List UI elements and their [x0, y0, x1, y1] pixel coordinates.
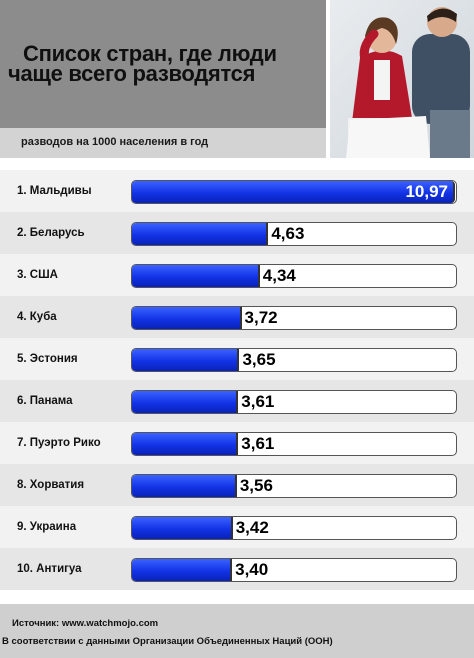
- bar-value-label: 3,56: [239, 476, 273, 495]
- bar-row: 3. США 4,34: [0, 254, 474, 296]
- bar-track: 3,42: [131, 516, 457, 540]
- bar-value-label: 4,34: [262, 266, 296, 285]
- title-block: Список стран, где люди чаще всего развод…: [0, 0, 326, 128]
- subtitle-block: разводов на 1000 населения в год: [0, 128, 326, 158]
- source-note: В соответствии с данными Организации Объ…: [2, 636, 333, 647]
- page-title-line1: Список стран, где люди: [23, 41, 277, 66]
- bar: [132, 433, 239, 455]
- bar-value-label: 3,72: [244, 308, 278, 327]
- source-text: Источник: www.watchmojo.com: [12, 618, 159, 629]
- bar: [132, 349, 240, 371]
- footer: Источник: www.watchmojo.com В соответств…: [0, 604, 474, 658]
- bar-category-label: 9. Украина: [17, 521, 77, 533]
- bar-row: 6. Панама 3,61: [0, 380, 474, 422]
- bar-value-label: 3,61: [241, 434, 275, 453]
- header: Список стран, где люди чаще всего развод…: [0, 0, 474, 158]
- bar-category-label: 1. Мальдивы: [17, 185, 92, 197]
- bar-track: 3,61: [131, 390, 457, 414]
- bar-row: 7. Пуэрто Рико 3,61: [0, 422, 474, 464]
- bar-row: 1. Мальдивы 10,97: [0, 170, 474, 212]
- bar-category-label: 10. Антигуа: [17, 563, 82, 575]
- bar-track: 3,56: [131, 474, 457, 498]
- bar: [132, 517, 233, 539]
- bar-track: 3,65: [131, 348, 457, 372]
- bar: [132, 475, 237, 497]
- bar-value-label: 4,63: [271, 224, 305, 243]
- bar-track: 3,72: [131, 306, 457, 330]
- bar: [132, 307, 242, 329]
- bar-track: 10,97: [131, 180, 457, 204]
- chart-subtitle: разводов на 1000 населения в год: [21, 136, 209, 148]
- couple-photo: [330, 0, 474, 158]
- bar-row: 10. Антигуа 3,40: [0, 548, 474, 590]
- bar-row: 4. Куба 3,72: [0, 296, 474, 338]
- bar-category-label: 8. Хорватия: [17, 479, 85, 491]
- bar-value-label: 3,65: [242, 350, 276, 369]
- bar-track: 3,61: [131, 432, 457, 456]
- bar-row: 5. Эстония 3,65: [0, 338, 474, 380]
- bar-category-label: 4. Куба: [17, 311, 57, 323]
- bar: [132, 181, 455, 203]
- bar-category-label: 7. Пуэрто Рико: [17, 437, 101, 449]
- bar-row: 9. Украина 3,42: [0, 506, 474, 548]
- bar-category-label: 6. Панама: [17, 395, 73, 407]
- bar-track: 3,40: [131, 558, 457, 582]
- couple-photo-illustration: [330, 0, 474, 158]
- bar: [132, 559, 233, 581]
- bar: [132, 265, 260, 287]
- bar-track: 4,63: [131, 222, 457, 246]
- bar-category-label: 3. США: [17, 269, 58, 281]
- chart: 1. Мальдивы 10,97 2. Беларусь 4,63 3. США 4,3…: [0, 170, 474, 600]
- page-title-line2: чаще всего разводятся: [8, 61, 256, 86]
- bar: [132, 391, 239, 413]
- bar-value-label: 3,61: [241, 392, 275, 411]
- bar-row: 8. Хорватия 3,56: [0, 464, 474, 506]
- bar-row: 2. Беларусь 4,63: [0, 212, 474, 254]
- bar-value-label: 3,42: [235, 518, 269, 537]
- bar: [132, 223, 269, 245]
- bar-category-label: 5. Эстония: [17, 353, 78, 365]
- bar-category-label: 2. Беларусь: [17, 227, 85, 239]
- bar-value-label: 3,40: [235, 560, 269, 579]
- bar-track: 4,34: [131, 264, 457, 288]
- bar-value-label: 10,97: [405, 182, 448, 201]
